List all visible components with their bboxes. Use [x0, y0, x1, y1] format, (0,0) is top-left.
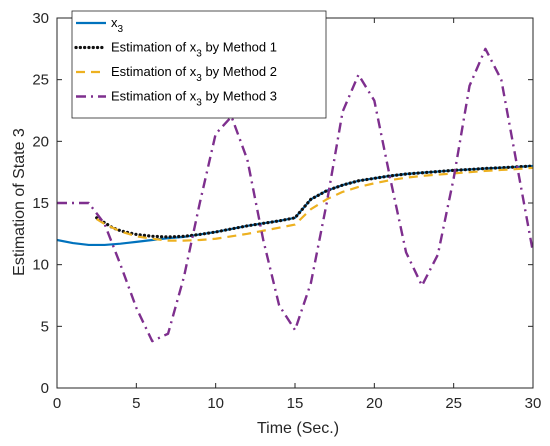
series-line-2	[95, 164, 533, 239]
x-tick-label: 30	[525, 395, 542, 412]
x-tick-label: 15	[287, 395, 304, 412]
y-tick-label: 30	[32, 10, 49, 27]
y-tick-label: 20	[32, 133, 49, 150]
x-tick-label: 10	[207, 395, 224, 412]
y-tick-label: 10	[32, 257, 49, 274]
x-tick-label: 25	[445, 395, 462, 412]
axes: 0 5 10 15 20 25 30 0 5 10 15 20 25 30	[32, 10, 541, 412]
x-tick-label: 0	[53, 395, 61, 412]
y-tick-label: 25	[32, 72, 49, 89]
y-tick-label: 15	[32, 195, 49, 212]
y-tick-label: 5	[41, 318, 49, 335]
x-axis-label: Time (Sec.)	[257, 420, 339, 437]
legend-box	[71, 10, 327, 119]
x-tick-label: 20	[366, 395, 383, 412]
legend: x3 Estimation of x3 by Method 1 Estimation…	[71, 10, 327, 119]
y-axis-label: Estimation of State 3	[11, 128, 28, 276]
legend-entry-1: x3	[111, 15, 124, 35]
legend-entry-4: Estimation of x3 by Method 3	[111, 89, 277, 109]
x-tick-label: 5	[132, 395, 140, 412]
series-lines	[57, 47, 533, 343]
series-line-3	[96, 166, 533, 242]
legend-entry-2: Estimation of x3 by Method 1	[111, 40, 277, 60]
series-line-4	[57, 47, 533, 343]
y-tick-label: 0	[41, 380, 49, 397]
legend-entry-3: Estimation of x3 by Method 2	[111, 64, 277, 84]
